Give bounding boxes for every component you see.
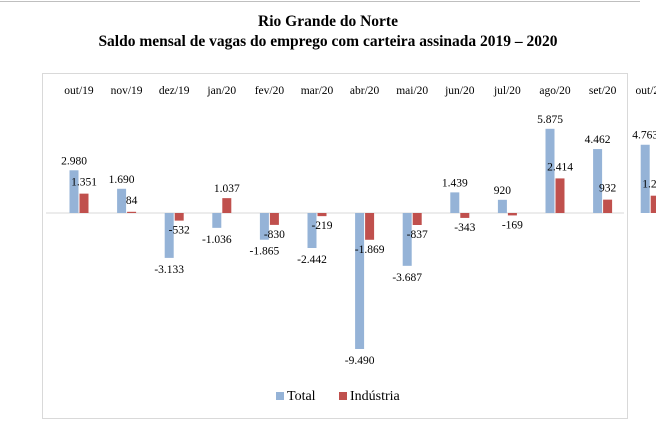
data-label-total-dez-19: -3.133	[154, 264, 184, 276]
category-label-jul-20: jul/20	[493, 85, 521, 97]
bar-total-mar-20	[307, 213, 317, 248]
legend-label-indústria: Indústria	[350, 389, 401, 404]
category-label-abr-20: abr/20	[350, 85, 380, 97]
data-label-indústria-out-19: 1.351	[71, 177, 97, 189]
bar-indústria-set-20	[603, 199, 613, 213]
data-label-indústria-ago-20: 2.414	[547, 161, 573, 173]
bar-indústria-mar-20	[317, 213, 327, 217]
category-label-mai-20: mai/20	[396, 85, 428, 97]
data-label-total-set-20: 4.462	[585, 134, 611, 146]
bar-indústria-jan-20	[222, 198, 232, 213]
chart-title-block: Rio Grande do Norte Saldo mensal de vaga…	[0, 12, 656, 52]
category-label-out-20: out/20	[636, 85, 656, 97]
bar-indústria-out-19	[79, 193, 89, 213]
top-divider	[0, 1, 640, 2]
legend-swatch-total	[276, 392, 284, 400]
bar-indústria-dez-19	[174, 213, 184, 221]
data-label-total-out-19: 2.980	[61, 155, 87, 167]
data-label-total-nov-19: 1.690	[109, 174, 135, 186]
category-label-fev-20: fev/20	[255, 85, 285, 97]
bar-indústria-mai-20	[412, 213, 422, 225]
category-label-ago-20: ago/20	[539, 85, 571, 97]
bar-total-ago-20	[545, 128, 555, 213]
bar-indústria-out-20	[650, 195, 656, 213]
legend-swatch-indústria	[339, 392, 347, 400]
category-label-mar-20: mar/20	[301, 85, 334, 97]
data-label-indústria-out-20: 1.208	[642, 179, 656, 191]
category-label-set-20: set/20	[589, 85, 617, 97]
category-label-dez-19: dez/19	[159, 85, 190, 97]
data-label-total-abr-20: -9.490	[345, 355, 375, 367]
plot-area-border	[42, 73, 628, 419]
bar-total-jun-20	[450, 192, 460, 213]
bar-total-abr-20	[355, 213, 365, 349]
bar-total-jan-20	[212, 213, 222, 228]
category-label-nov-19: nov/19	[111, 85, 143, 97]
data-label-indústria-jun-20: -343	[454, 222, 475, 234]
data-label-indústria-dez-19: -532	[169, 225, 190, 237]
data-label-total-ago-20: 5.875	[537, 114, 563, 126]
bar-total-nov-19	[117, 188, 127, 213]
data-label-total-out-20: 4.763	[632, 130, 656, 142]
data-label-total-mai-20: -3.687	[392, 272, 422, 284]
data-label-indústria-abr-20: -1.869	[355, 244, 385, 256]
category-label-jan-20: jan/20	[206, 85, 236, 97]
data-label-total-jul-20: 920	[494, 185, 512, 197]
chart-subtitle: Saldo mensal de vagas do emprego com car…	[98, 33, 558, 50]
bar-total-jul-20	[497, 199, 507, 213]
legend-label-total: Total	[287, 389, 316, 404]
data-label-indústria-jan-20: 1.037	[214, 183, 240, 195]
bar-indústria-abr-20	[365, 213, 375, 240]
bar-indústria-fev-20	[269, 213, 279, 225]
bar-indústria-jun-20	[460, 213, 470, 218]
bar-indústria-jul-20	[507, 213, 517, 216]
bar-indústria-ago-20	[555, 178, 565, 213]
category-label-out-19: out/19	[64, 85, 94, 97]
data-label-total-mar-20: -2.442	[297, 254, 327, 266]
data-label-indústria-mar-20: -219	[311, 220, 332, 232]
bar-total-mai-20	[402, 213, 412, 266]
data-label-indústria-jul-20: -169	[502, 219, 523, 231]
bar-total-out-20	[640, 144, 650, 213]
bar-total-dez-19	[164, 213, 174, 258]
data-label-indústria-nov-19: 84	[126, 195, 138, 207]
category-label-jun-20: jun/20	[444, 85, 475, 97]
data-label-total-jan-20: -1.036	[202, 234, 232, 246]
data-label-total-jun-20: 1.439	[442, 177, 468, 189]
bar-indústria-nov-19	[127, 211, 137, 213]
bar-total-fev-20	[259, 213, 269, 240]
bar-total-set-20	[593, 149, 603, 213]
data-label-indústria-set-20: 932	[599, 183, 617, 195]
data-label-indústria-mai-20: -837	[407, 229, 428, 241]
data-label-indústria-fev-20: -830	[264, 229, 285, 241]
data-label-total-fev-20: -1.865	[250, 246, 280, 258]
bar-total-out-19	[69, 170, 79, 213]
chart-title: Rio Grande do Norte	[258, 13, 398, 30]
